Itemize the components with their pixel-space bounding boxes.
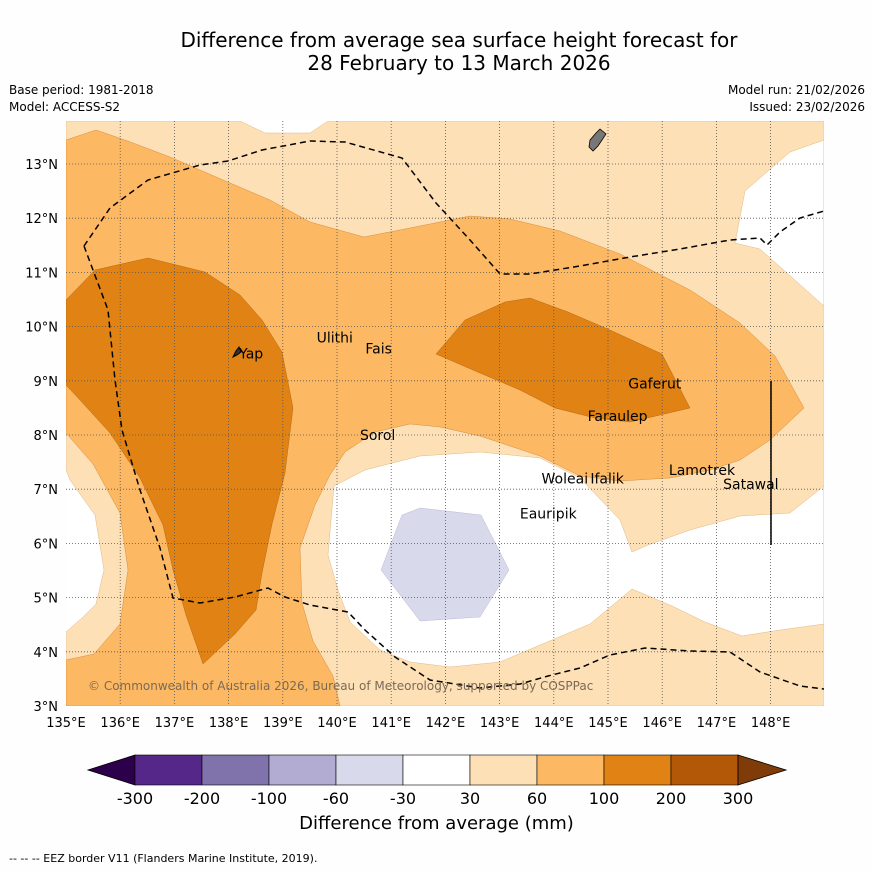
yap-island <box>231 345 242 359</box>
latitude-label: 13°N <box>25 158 58 173</box>
longitude-label: 144°E <box>534 716 574 731</box>
longitude-label: 135°E <box>46 716 86 731</box>
longitude-label: 141°E <box>371 716 411 731</box>
graticule <box>66 121 824 706</box>
colorbar-tick: -100 <box>251 789 287 808</box>
colorbar-segment <box>536 754 605 786</box>
longitude-label: 146°E <box>642 716 682 731</box>
longitude-label: 142°E <box>426 716 466 731</box>
colorbar-tick: -60 <box>323 789 349 808</box>
colorbar-tick: 100 <box>589 789 620 808</box>
copyright-text: © Commonwealth of Australia 2026, Bureau… <box>88 679 593 693</box>
longitude-label: 147°E <box>697 716 737 731</box>
contour-neg-30-60 <box>380 507 510 622</box>
meta-left: Base period: 1981-2018 Model: ACCESS-S2 <box>9 82 154 116</box>
latitude-label: 11°N <box>25 266 58 281</box>
latitude-label: 8°N <box>34 429 59 444</box>
title-line-1: Difference from average sea surface heig… <box>180 28 738 52</box>
footnote: -- -- -- EEZ border V11 (Flanders Marine… <box>9 852 318 865</box>
contour-100-200-west <box>66 257 294 665</box>
issued-date: Issued: 23/02/2026 <box>749 100 865 114</box>
place-label: Eauripik <box>520 507 578 523</box>
colorbar-label: Difference from average (mm) <box>299 813 574 834</box>
colorbar-tick: 200 <box>656 789 687 808</box>
colorbar-extend-high <box>737 754 788 786</box>
latitude-labels: 3°N 4°N 5°N 6°N 7°N 8°N 9°N 10°N 11°N 12°N 13°N <box>25 158 58 715</box>
colorbar: -300 -200 -100 -60 -30 30 60 100 200 300 <box>86 754 788 808</box>
latitude-label: 5°N <box>34 592 59 607</box>
place-label: Ulithi <box>317 330 353 346</box>
longitude-labels: 135°E 136°E 137°E 138°E 139°E 140°E 141°E 142°E… <box>46 716 790 731</box>
colorbar-tick: 300 <box>723 789 754 808</box>
place-label: Ifalik <box>590 471 624 487</box>
model-run: Model run: 21/02/2026 <box>727 83 865 97</box>
base-period: Base period: 1981-2018 <box>9 83 154 97</box>
guam-island <box>588 128 607 152</box>
longitude-label: 143°E <box>480 716 520 731</box>
latitude-label: 7°N <box>34 483 59 498</box>
colorbar-segment <box>335 754 404 786</box>
latitude-label: 6°N <box>34 537 59 552</box>
place-label: Lamotrek <box>669 463 736 479</box>
colorbar-tick: -30 <box>390 789 416 808</box>
colorbar-segment <box>134 754 203 786</box>
colorbar-segment <box>402 754 471 786</box>
place-label: Fais <box>365 341 392 357</box>
colorbar-segment <box>268 754 337 786</box>
latitude-label: 4°N <box>34 646 59 661</box>
colorbar-tick: 30 <box>460 789 480 808</box>
place-label: Gaferut <box>628 377 682 393</box>
longitude-label: 145°E <box>588 716 628 731</box>
colorbar-extend-low <box>86 754 136 786</box>
colorbar-segment <box>469 754 538 786</box>
latitude-label: 10°N <box>25 321 58 336</box>
longitude-label: 136°E <box>100 716 140 731</box>
latitude-label: 3°N <box>34 700 59 715</box>
longitude-label: 139°E <box>263 716 303 731</box>
place-label: Faraulep <box>588 409 648 425</box>
place-label: Sorol <box>360 428 395 444</box>
place-labels: Yap Ulithi Fais Sorol Gaferut Faraulep Woleai I… <box>238 330 778 522</box>
longitude-label: 140°E <box>317 716 357 731</box>
place-label: Woleai <box>542 471 589 487</box>
colorbar-segment <box>201 754 270 786</box>
colorbar-tick: 60 <box>527 789 547 808</box>
eez-border <box>83 140 824 690</box>
latitude-label: 9°N <box>34 375 59 390</box>
colorbar-segment <box>603 754 672 786</box>
colorbar-segment <box>670 754 739 786</box>
longitude-label: 138°E <box>209 716 249 731</box>
place-label: Satawal <box>723 477 778 493</box>
meta-right: Model run: 21/02/2026 Issued: 23/02/2026 <box>728 82 865 116</box>
colorbar-tick: -300 <box>117 789 153 808</box>
model-name: Model: ACCESS-S2 <box>9 100 121 114</box>
latitude-label: 12°N <box>25 212 58 227</box>
colorbar-tick: -200 <box>184 789 220 808</box>
title-line-2: 28 February to 13 March 2026 <box>307 51 611 75</box>
place-label: Yap <box>238 347 263 363</box>
longitude-label: 148°E <box>751 716 791 731</box>
longitude-label: 137°E <box>155 716 195 731</box>
map-title: Difference from average sea surface heig… <box>0 29 873 75</box>
